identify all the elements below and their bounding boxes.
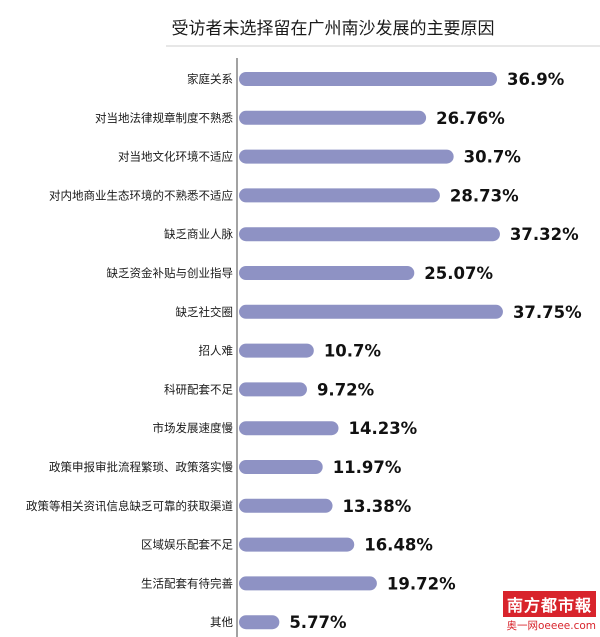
bar-3 bbox=[239, 188, 440, 203]
category-label-9: 市场发展速度慢 bbox=[153, 421, 234, 435]
category-label-12: 区域娱乐配套不足 bbox=[141, 538, 233, 552]
value-labels-group: 36.9% 26.76% 30.7% 28.73% 37.32% 25.07% 37.75%… bbox=[289, 70, 582, 632]
bar-9 bbox=[239, 421, 339, 436]
bar-11 bbox=[239, 498, 333, 513]
category-label-2: 对当地文化环境不适应 bbox=[118, 150, 233, 164]
category-label-10: 政策申报审批流程繁琐、政策落实慢 bbox=[49, 460, 233, 474]
bar-10 bbox=[239, 460, 323, 474]
value-label-5: 25.07% bbox=[424, 264, 493, 283]
bar-5 bbox=[239, 266, 415, 280]
bars-group bbox=[239, 72, 503, 630]
value-label-14: 5.77% bbox=[289, 613, 347, 632]
bar-8 bbox=[239, 382, 307, 397]
category-label-3: 对内地商业生态环境的不熟悉不适应 bbox=[49, 188, 233, 202]
category-label-6: 缺乏社交圈 bbox=[176, 305, 234, 319]
bar-12 bbox=[239, 537, 355, 552]
category-label-4: 缺乏商业人脉 bbox=[164, 227, 233, 241]
bar-0 bbox=[239, 72, 497, 86]
value-label-8: 9.72% bbox=[317, 380, 375, 399]
chart-title: 受访者未选择留在广州南沙发展的主要原因 bbox=[172, 19, 495, 39]
value-label-0: 36.9% bbox=[507, 70, 565, 89]
category-label-14: 其他 bbox=[210, 615, 233, 629]
category-label-7: 招人难 bbox=[199, 344, 234, 358]
watermark-site: 奥一网oeeee.com bbox=[506, 620, 596, 632]
category-label-13: 生活配套有待完善 bbox=[141, 576, 233, 590]
bar-7 bbox=[239, 343, 314, 358]
category-label-8: 科研配套不足 bbox=[164, 382, 233, 396]
watermark: 南方都市報 奥一网oeeee.com bbox=[502, 591, 596, 633]
category-label-11: 政策等相关资讯信息缺乏可靠的获取渠道 bbox=[26, 499, 233, 513]
value-label-6: 37.75% bbox=[513, 303, 582, 322]
value-label-11: 13.38% bbox=[343, 497, 412, 516]
category-label-1: 对当地法律规章制度不熟悉 bbox=[95, 111, 233, 125]
value-label-9: 14.23% bbox=[348, 419, 417, 438]
value-label-7: 10.7% bbox=[324, 342, 382, 361]
value-label-13: 19.72% bbox=[387, 574, 456, 593]
value-label-4: 37.32% bbox=[510, 225, 579, 244]
value-label-10: 11.97% bbox=[333, 458, 402, 477]
bar-14 bbox=[239, 615, 280, 630]
bar-1 bbox=[239, 110, 427, 125]
value-label-2: 30.7% bbox=[464, 148, 522, 167]
value-label-3: 28.73% bbox=[450, 186, 519, 205]
watermark-logo: 南方都市報 bbox=[502, 591, 596, 617]
value-label-1: 26.76% bbox=[436, 109, 505, 128]
bar-4 bbox=[239, 227, 500, 242]
category-label-0: 家庭关系 bbox=[187, 72, 233, 86]
bar-2 bbox=[239, 149, 454, 164]
category-labels-group: 家庭关系对当地法律规章制度不熟悉对当地文化环境不适应对内地商业生态环境的不熟悉不… bbox=[26, 72, 233, 629]
bar-6 bbox=[239, 304, 503, 319]
category-label-5: 缺乏资金补贴与创业指导 bbox=[107, 266, 234, 280]
value-label-12: 16.48% bbox=[364, 536, 433, 555]
bar-13 bbox=[239, 576, 377, 591]
